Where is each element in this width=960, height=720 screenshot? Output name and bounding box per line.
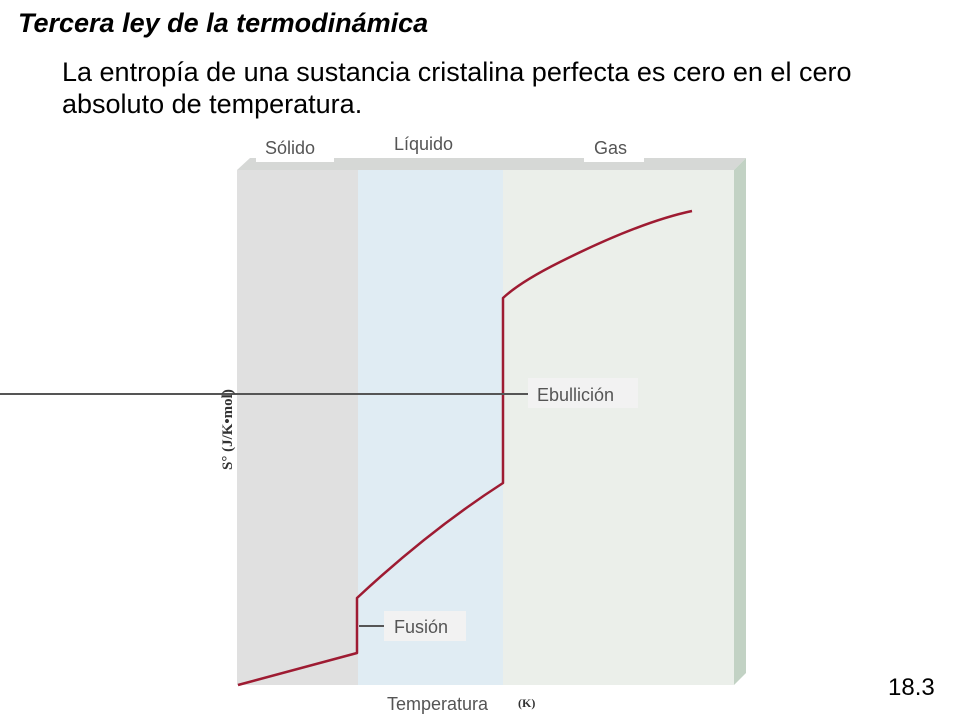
law-statement: La entropía de una sustancia cristalina …: [62, 57, 852, 119]
fusion-label: Fusión: [394, 617, 448, 637]
entropy-curve: [237, 209, 693, 687]
slide-title: Tercera ley de la termodinámica: [18, 8, 429, 38]
x-axis-label: Temperatura: [387, 694, 489, 714]
slide-number: 18.3: [888, 674, 935, 701]
solid-region: [237, 170, 358, 685]
liquid-region: [358, 170, 503, 685]
fusion-label-box: [384, 611, 466, 641]
solid-label: Sólido: [265, 138, 315, 158]
solid-tab: [256, 134, 334, 162]
liquid-label: Líquido: [394, 134, 453, 154]
gas-tab: [584, 134, 644, 162]
boiling-label: Ebullición: [537, 385, 614, 405]
gas-region: [503, 170, 734, 685]
x-axis-tab: [380, 686, 516, 720]
liquid-tab: [384, 130, 472, 158]
gas-label: Gas: [594, 138, 627, 158]
panel-side-edge: [734, 158, 746, 685]
boiling-label-box: [528, 378, 638, 408]
y-axis-label: S° (J/K•mol): [220, 389, 236, 470]
x-axis-unit: (K): [518, 696, 535, 710]
